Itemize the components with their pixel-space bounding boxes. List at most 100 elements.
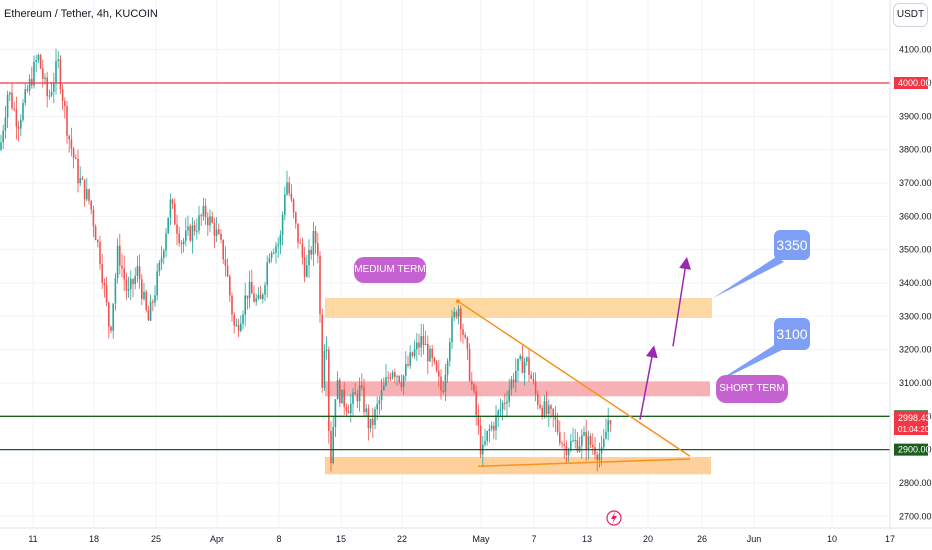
candle-body [22, 102, 24, 120]
candle-body [204, 205, 207, 218]
candle-body [435, 361, 438, 371]
candle-body [2, 130, 4, 143]
candle-body [209, 216, 211, 226]
candle-body [149, 301, 152, 321]
candle-body [127, 288, 130, 291]
candle-body [125, 279, 128, 291]
candle-body [9, 92, 11, 95]
candle-body [418, 342, 420, 348]
candle-body [554, 415, 557, 420]
trend-drawings [456, 257, 784, 526]
candle-body [46, 77, 48, 97]
candle-body [512, 379, 515, 383]
candle-body [215, 229, 218, 236]
candle-body [528, 357, 530, 375]
candle-body [405, 363, 407, 376]
candle-body [20, 119, 22, 129]
candle-body [97, 240, 99, 243]
y-tick-label: 3100.00 [899, 378, 932, 388]
candle-body [66, 105, 68, 136]
candle-body [301, 243, 304, 258]
candle-body [416, 342, 418, 350]
candle-body [31, 78, 33, 86]
candle-body [378, 400, 381, 404]
candle-body [154, 295, 156, 303]
candle-body [284, 194, 286, 215]
candle-body [233, 314, 235, 326]
candle-body [138, 266, 141, 280]
candle-body [253, 293, 255, 302]
candle-body [585, 432, 587, 450]
candle-body [352, 392, 354, 404]
x-tick-label: 25 [151, 534, 161, 544]
candle-body [86, 189, 88, 200]
currency-button[interactable]: USDT [893, 3, 928, 27]
candle-body [350, 403, 352, 414]
candle-body [286, 182, 288, 195]
candle-body [103, 283, 106, 286]
candle-body [420, 335, 422, 348]
candle-body [409, 352, 411, 366]
candle-body [372, 418, 374, 425]
candle-body [259, 295, 262, 300]
candle-body [145, 291, 147, 310]
x-tick-label: Apr [210, 534, 224, 544]
candle-body [400, 382, 403, 387]
candle-body [402, 375, 405, 387]
candle-body [565, 445, 568, 456]
candle-body [561, 443, 563, 445]
candle-body [541, 407, 543, 417]
candle-body [508, 389, 510, 402]
candle-body [242, 314, 244, 324]
candle-body [592, 444, 594, 447]
candle-body [270, 252, 273, 259]
candle-body [341, 389, 343, 404]
candle-body [77, 158, 79, 184]
candle-body [165, 233, 167, 251]
candle-body [281, 214, 284, 236]
candle-body [185, 230, 187, 242]
candle-body [504, 402, 506, 404]
candle-body [389, 377, 392, 379]
candle-body [72, 148, 75, 158]
candle-body [517, 359, 519, 371]
candle-body [519, 355, 521, 360]
y-tick-label: 3900.00 [899, 111, 932, 121]
candle-body [440, 376, 442, 391]
candle-body [196, 230, 198, 232]
horizontal-levels [0, 82, 890, 451]
candle-body [251, 281, 253, 294]
candle-body [13, 108, 15, 110]
y-tick-label: 3200.00 [899, 345, 932, 355]
candle-body [178, 233, 180, 244]
time-axis[interactable]: 11 18 25 Apr 8 15 22 May 7 13 20 26 Jun 10 17 [0, 527, 932, 544]
candle-body [191, 225, 194, 241]
candle-body [37, 55, 40, 61]
candle-body [609, 420, 612, 425]
candle-body [537, 393, 539, 405]
current-price-tag [894, 411, 928, 435]
candle-body [171, 199, 174, 204]
candle-body [11, 92, 13, 109]
candle-body [24, 89, 26, 103]
price-axis[interactable]: 4100.00 4000.00 3900.00 3800.00 3700.00 3600.… [889, 0, 932, 530]
candle-body [130, 279, 132, 289]
symbol-title[interactable]: Ethereum / Tether, 4h, KUCOIN [4, 8, 158, 20]
candle-body [81, 178, 84, 180]
candle-body [424, 343, 427, 345]
candle-body [394, 372, 396, 377]
current-price-countdown: 01:04:20 [898, 425, 930, 434]
candle-body [367, 408, 370, 429]
candle-body [114, 277, 117, 304]
candle-body [365, 408, 367, 413]
candle-body [218, 229, 220, 234]
candle-body [119, 245, 121, 266]
candle-body [325, 349, 328, 352]
candle-body [583, 432, 585, 436]
callout-3100-pointer [713, 344, 784, 384]
candle-body [33, 61, 35, 86]
candle-body [449, 342, 451, 361]
candle-body [156, 271, 158, 296]
candle-body [490, 425, 493, 430]
